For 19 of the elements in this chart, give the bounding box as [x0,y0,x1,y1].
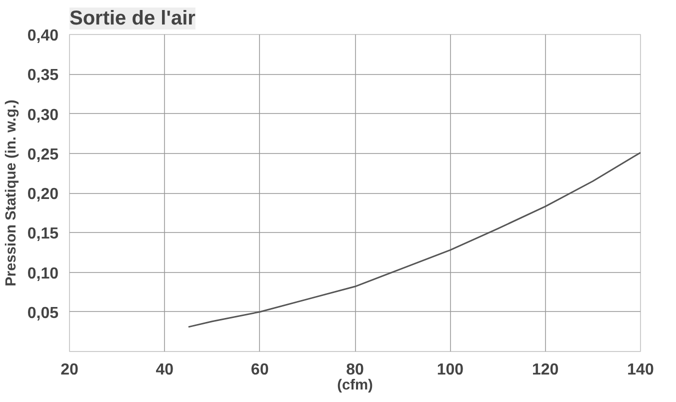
line-series [188,152,640,328]
x-tick-label: 40 [156,362,174,378]
y-tick-label: 0,40 [27,28,59,44]
y-tick-label: 0,20 [27,186,59,203]
x-axis-title: (cfm) [337,378,374,394]
x-tick-label: 140 [627,362,654,378]
x-tick-label: 120 [532,362,559,378]
y-tick-label: 0,05 [27,304,59,322]
y-tick-label: 0,30 [27,106,59,124]
x-tick-label: 60 [250,362,269,378]
y-axis-title: Pression Statique (in. w.g.) [3,100,20,286]
y-tick-label: 0,35 [27,67,59,84]
x-tick-label: 20 [60,362,78,378]
x-tick-label: 100 [436,362,464,378]
x-tick-label: 80 [346,362,364,378]
y-tick-label: 0,15 [27,226,59,243]
y-tick-label: 0,10 [27,265,59,282]
y-tick-label: 0,25 [27,146,59,164]
chart-title: Sortie de l'air [70,8,196,30]
